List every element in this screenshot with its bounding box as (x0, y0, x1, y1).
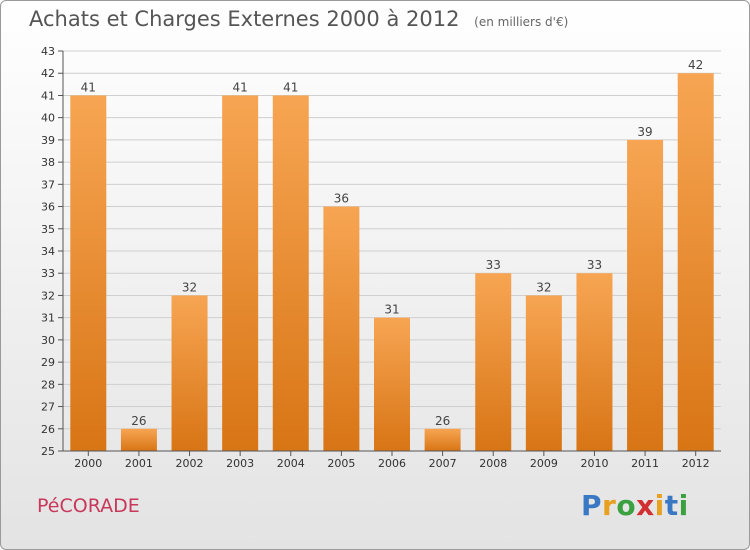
y-tick-label: 38 (41, 156, 55, 169)
x-tick-label: 2012 (682, 457, 710, 470)
logo-letter: i (654, 489, 665, 522)
y-tick-label: 41 (41, 89, 55, 102)
logo-letter: o (616, 489, 637, 522)
y-tick-label: 31 (41, 312, 55, 325)
x-tick-label: 2000 (74, 457, 102, 470)
logo-letter: P (581, 489, 603, 522)
value-label: 41 (81, 80, 96, 94)
value-label: 32 (182, 280, 197, 294)
bar-2001 (120, 428, 157, 451)
x-tick-label: 2007 (429, 457, 457, 470)
y-tick-label: 26 (41, 423, 55, 436)
x-tick-label: 2008 (479, 457, 507, 470)
bar-2004 (272, 95, 309, 451)
x-tick-label: 2004 (277, 457, 305, 470)
bar-2002 (171, 295, 208, 451)
bars: 41 26 32 41 41 36 31 26 33 32 33 39 42 (70, 58, 714, 451)
value-label: 31 (384, 303, 399, 317)
y-tick-label: 35 (41, 223, 55, 236)
bar-2012 (677, 73, 714, 451)
bar-2008 (475, 273, 512, 451)
x-tick-label: 2006 (378, 457, 406, 470)
bar-2010 (576, 273, 613, 451)
y-tick-label: 30 (41, 334, 55, 347)
y-tick-label: 33 (41, 267, 55, 280)
chart-title: Achats et Charges Externes 2000 à 2012 (… (29, 7, 568, 31)
value-label: 26 (131, 414, 146, 428)
x-tick-label: 2010 (580, 457, 608, 470)
bar-2007 (424, 428, 461, 451)
bar-2011 (627, 139, 664, 451)
y-tick-label: 32 (41, 289, 55, 302)
town-name: PéCORADE (37, 495, 140, 517)
y-tick-label: 25 (41, 445, 55, 458)
x-tick-label: 2002 (176, 457, 204, 470)
x-tick-label: 2005 (327, 457, 355, 470)
bar-2005 (323, 206, 360, 451)
value-label: 33 (587, 258, 602, 272)
y-tick-label: 39 (41, 134, 55, 147)
bar-2009 (525, 295, 562, 451)
logo-letter: x (636, 489, 655, 522)
y-tick-label: 42 (41, 67, 55, 80)
y-tick-label: 43 (41, 45, 55, 58)
value-label: 42 (688, 58, 703, 72)
y-tick-label: 37 (41, 178, 55, 191)
bar-2003 (222, 95, 259, 451)
axes: 25 26 27 28 29 30 31 32 33 34 35 36 37 38 39 40 41 42 43 20… (41, 45, 721, 470)
value-label: 32 (536, 280, 551, 294)
logo-letter: i (678, 489, 689, 522)
y-tick-label: 27 (41, 401, 55, 414)
proxiti-logo: Proxiti (581, 489, 689, 522)
x-tick-label: 2003 (226, 457, 254, 470)
chart-subtitle: (en milliers d'€) (474, 15, 569, 29)
bar-2006 (374, 317, 410, 451)
y-tick-label: 28 (41, 378, 55, 391)
value-label: 41 (233, 80, 248, 94)
x-tick-label: 2001 (125, 457, 153, 470)
value-label: 39 (637, 125, 652, 139)
y-tick-label: 29 (41, 356, 55, 369)
value-label: 33 (486, 258, 501, 272)
value-label: 26 (435, 414, 450, 428)
bar-2000 (70, 95, 107, 451)
value-label: 41 (283, 80, 298, 94)
y-tick-label: 40 (41, 112, 55, 125)
logo-letter: t (664, 489, 679, 522)
x-tick-label: 2009 (530, 457, 558, 470)
y-tick-label: 36 (41, 201, 55, 214)
chart-title-text: Achats et Charges Externes 2000 à 2012 (29, 7, 460, 31)
logo-letter: r (602, 489, 617, 522)
y-tick-label: 34 (41, 245, 55, 258)
value-label: 36 (334, 192, 349, 206)
x-tick-label: 2011 (631, 457, 659, 470)
